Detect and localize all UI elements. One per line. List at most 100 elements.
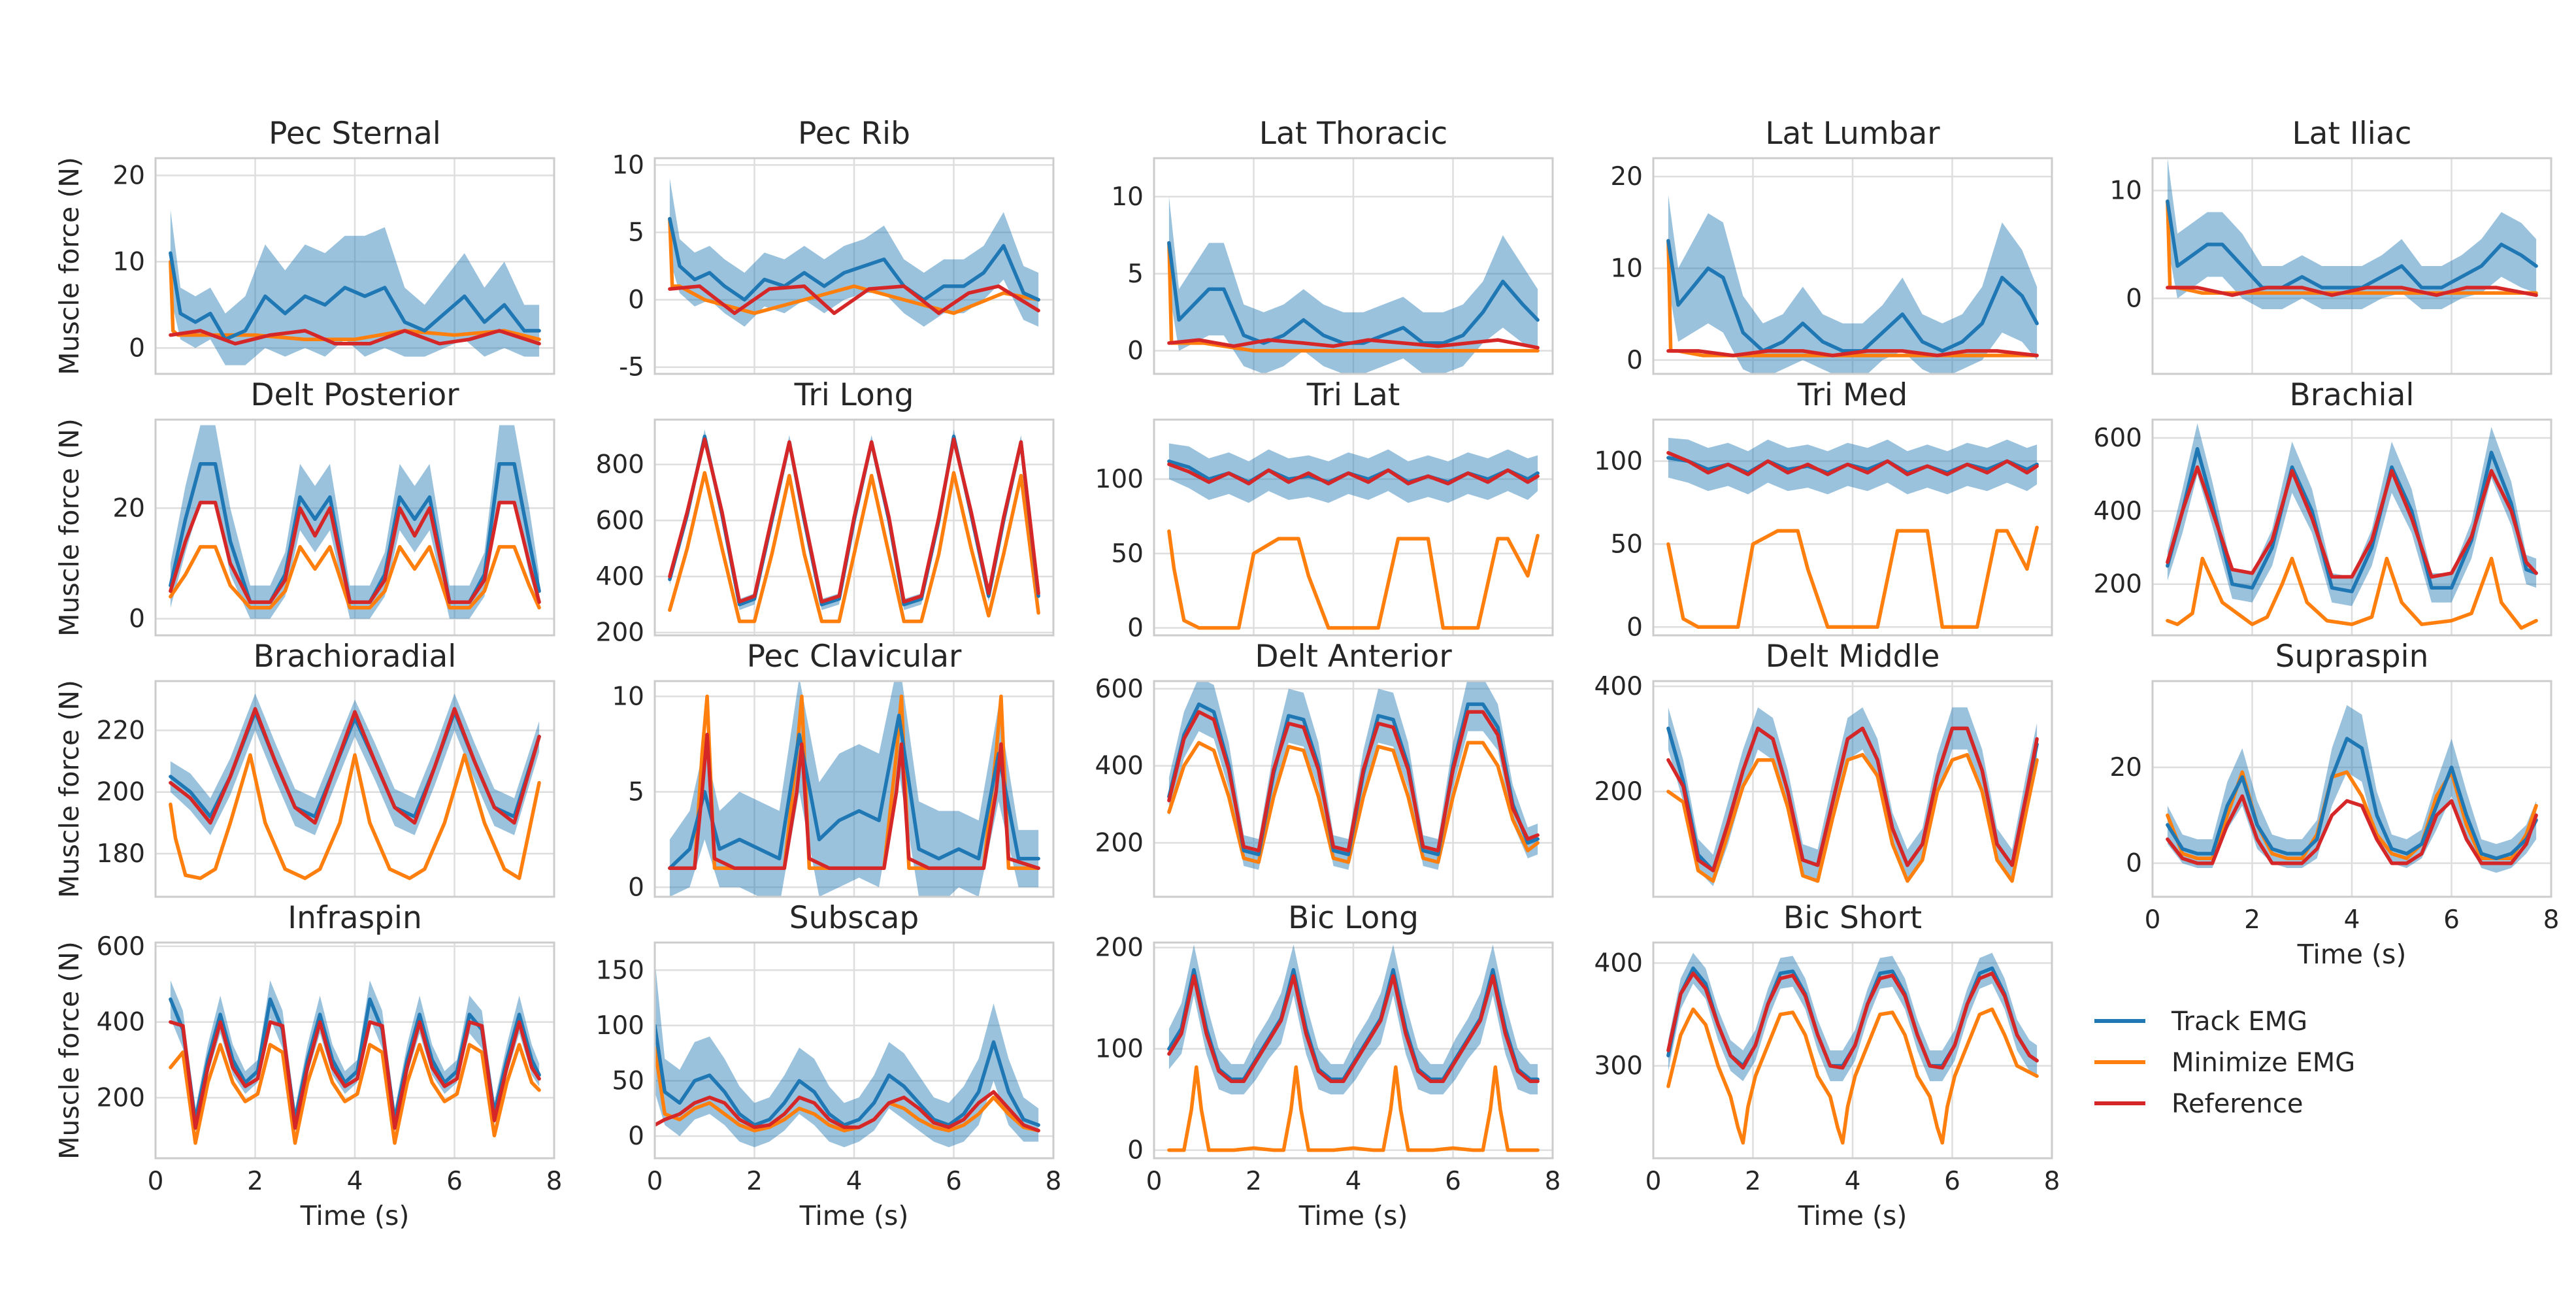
y-tick-label: 0 — [2126, 284, 2142, 314]
x-axis-label: Time (s) — [2297, 939, 2407, 970]
y-tick-label: 800 — [596, 450, 644, 480]
y-tick-label: 600 — [97, 932, 145, 961]
reference-line — [2166, 794, 2538, 865]
y-tick-label: 10 — [2109, 176, 2142, 206]
series-group — [1167, 443, 1540, 630]
reference-line — [668, 437, 1040, 604]
subplot-19: Bic Short 300 400 0 2 4 6 8 Time (s) — [1594, 900, 2060, 1231]
reference-line — [2166, 465, 2538, 579]
minimize-emg-line — [2166, 770, 2538, 861]
reference-line — [1167, 462, 1540, 486]
reference-line — [668, 733, 1040, 870]
x-axis-label: Time (s) — [300, 1200, 410, 1231]
track-emg-line — [1666, 239, 2039, 353]
x-tick-label: 0 — [1146, 1167, 1163, 1196]
subplot-13: Delt Anterior 200 400 600 — [1095, 639, 1554, 898]
minimize-emg-line — [169, 1043, 541, 1145]
y-tick-label: 20 — [2109, 753, 2142, 782]
y-tick-label: 0 — [129, 333, 145, 363]
subplot-title: Lat Iliac — [2292, 116, 2412, 152]
reference-line — [169, 329, 541, 346]
plot-frame — [653, 157, 1055, 375]
series-group — [668, 681, 1040, 897]
plot-frame — [653, 941, 1055, 1160]
y-tick-label: 200 — [97, 1083, 145, 1112]
y-tick-label: 20 — [112, 493, 145, 523]
subplot-title: Delt Posterior — [250, 377, 459, 413]
y-tick-label: 220 — [97, 716, 145, 745]
reference-line — [1167, 974, 1540, 1084]
subplot-title: Lat Lumbar — [1765, 116, 1940, 152]
x-axis-label: Time (s) — [1298, 1200, 1408, 1231]
y-tick-label: 0 — [1127, 614, 1144, 643]
minimize-emg-line — [1167, 1065, 1540, 1152]
x-tick-label: 4 — [846, 1167, 863, 1196]
y-tick-label: 50 — [1111, 539, 1144, 569]
y-tick-label: 600 — [2094, 424, 2142, 453]
series-group — [655, 959, 1040, 1148]
series-group — [169, 693, 541, 880]
x-tick-label: 6 — [2443, 905, 2460, 935]
minimize-emg-line — [2166, 556, 2538, 630]
track-emg-band — [669, 681, 1039, 897]
x-tick-label: 8 — [1545, 1167, 1561, 1196]
y-tick-label: 10 — [1111, 182, 1144, 212]
y-axis-label: Muscle force (N) — [54, 418, 85, 637]
x-tick-label: 2 — [1745, 1167, 1761, 1196]
plot-frame — [154, 157, 555, 375]
y-tick-label: 600 — [1095, 675, 1144, 704]
track-emg-band — [669, 178, 1039, 327]
subplot-7: Tri Long 200 400 600 800 — [596, 377, 1055, 648]
y-tick-label: 5 — [628, 777, 644, 807]
y-tick-label: 5 — [1127, 259, 1144, 289]
series-group — [1167, 681, 1540, 870]
plot-frame — [1153, 418, 1554, 637]
y-tick-label: 10 — [1610, 254, 1643, 284]
x-tick-label: 6 — [946, 1167, 962, 1196]
minimize-emg-line — [1666, 526, 2039, 629]
track-emg-line — [668, 217, 1040, 302]
reference-line — [1666, 726, 2039, 873]
x-tick-label: 2 — [2244, 905, 2260, 935]
series-group — [1666, 952, 2039, 1145]
subplot-title: Delt Middle — [1766, 639, 1940, 675]
x-tick-label: 4 — [1346, 1167, 1362, 1196]
y-tick-label: 20 — [1610, 162, 1643, 192]
y-tick-label: 0 — [1627, 612, 1643, 642]
series-group — [2166, 423, 2538, 630]
subplot-title: Pec Rib — [798, 116, 910, 152]
plot-frame — [2151, 680, 2552, 898]
series-group — [169, 210, 541, 365]
x-tick-label: 2 — [746, 1167, 763, 1196]
plot-frame — [1652, 418, 2053, 637]
y-tick-label: -5 — [619, 353, 644, 382]
minimize-emg-line — [1167, 741, 1540, 864]
subplot-title: Pec Sternal — [269, 116, 441, 152]
x-tick-label: 0 — [1645, 1167, 1662, 1196]
series-group — [2166, 158, 2538, 309]
legend: Track EMG Minimize EMG Reference — [2094, 1007, 2355, 1119]
minimize-emg-line — [668, 217, 1040, 315]
track-emg-band — [2167, 158, 2537, 309]
subplot-3: Lat Thoracic 0 5 10 — [1111, 116, 1554, 375]
x-tick-label: 0 — [2145, 905, 2161, 935]
minimize-emg-line — [169, 753, 541, 880]
x-tick-label: 4 — [2344, 905, 2360, 935]
y-tick-label: 10 — [612, 150, 644, 180]
reference-line — [1167, 710, 1540, 853]
x-tick-label: 8 — [1046, 1167, 1062, 1196]
track-emg-band — [1668, 195, 2038, 374]
y-tick-label: 400 — [1095, 752, 1144, 781]
legend-label: Reference — [2171, 1089, 2303, 1119]
reference-line — [169, 501, 541, 604]
x-axis-label: Time (s) — [1798, 1200, 1907, 1231]
y-tick-label: 10 — [112, 247, 145, 276]
y-axis-label: Muscle force (N) — [54, 157, 85, 375]
reference-line — [1666, 971, 2039, 1070]
y-tick-label: 100 — [1095, 465, 1144, 494]
subplot-16: Infraspin 200 400 600 Muscle force (N) 0 2 4 6 8 T… — [54, 900, 562, 1231]
subplot-18: Bic Long 0 100 200 0 2 4 6 8 Time (s) — [1095, 900, 1561, 1231]
y-tick-label: 50 — [1610, 529, 1643, 559]
subplot-title: Tri Long — [794, 377, 914, 413]
y-tick-label: 0 — [628, 286, 644, 315]
